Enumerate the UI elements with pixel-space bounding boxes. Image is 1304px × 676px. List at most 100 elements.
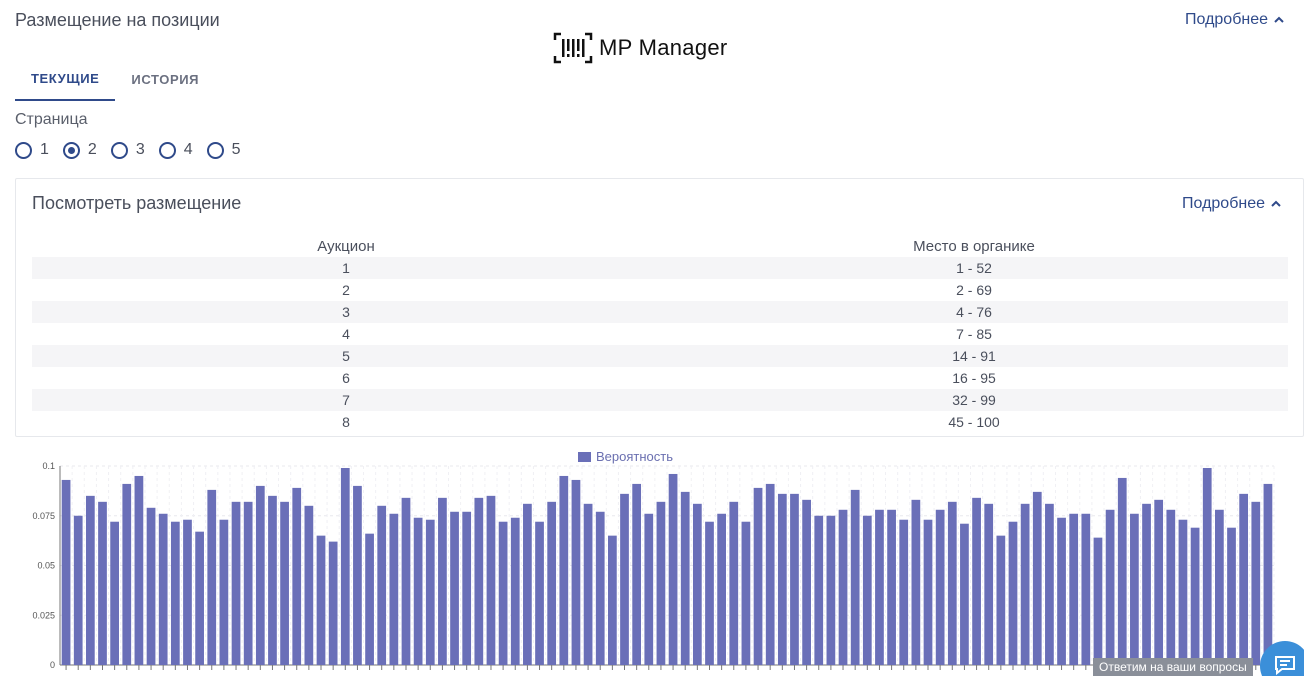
- chart-bar[interactable]: [1239, 493, 1249, 665]
- chart-bar[interactable]: [741, 521, 751, 665]
- chart-bar[interactable]: [1202, 467, 1212, 665]
- chart-bar[interactable]: [1214, 509, 1224, 665]
- chart-bar[interactable]: [280, 501, 289, 665]
- chart-bar[interactable]: [450, 511, 459, 665]
- help-chat-button[interactable]: [1260, 641, 1304, 676]
- chart-bar[interactable]: [535, 521, 544, 665]
- chart-bar[interactable]: [729, 501, 739, 665]
- chart-bar[interactable]: [1117, 477, 1127, 665]
- chart-bar[interactable]: [595, 511, 605, 665]
- chart-bar[interactable]: [268, 495, 277, 665]
- tab-current[interactable]: ТЕКУЩИЕ: [15, 58, 116, 101]
- chart-bar[interactable]: [1057, 517, 1066, 665]
- chart-bar[interactable]: [1045, 503, 1054, 665]
- page-radio-3[interactable]: 3: [110, 141, 145, 159]
- chart-bar[interactable]: [510, 517, 520, 665]
- chart-bar[interactable]: [122, 483, 132, 665]
- chart-bar[interactable]: [875, 509, 884, 665]
- chart-bar[interactable]: [183, 519, 192, 665]
- chart-bar[interactable]: [923, 519, 933, 665]
- chart-bar[interactable]: [802, 499, 811, 665]
- chart-bar[interactable]: [474, 497, 484, 665]
- chart-bar[interactable]: [547, 501, 557, 665]
- chart-bar[interactable]: [1081, 513, 1091, 665]
- chart-bar[interactable]: [304, 505, 314, 665]
- chart-bar[interactable]: [134, 475, 144, 665]
- chart-bar[interactable]: [790, 493, 799, 665]
- chart-bar[interactable]: [1166, 509, 1176, 665]
- chart-bar[interactable]: [911, 499, 921, 665]
- chart-bar[interactable]: [583, 503, 593, 665]
- chart-bar[interactable]: [620, 493, 629, 665]
- chart-bar[interactable]: [887, 509, 896, 665]
- page-radio-1[interactable]: 1: [15, 141, 49, 159]
- chart-bar[interactable]: [1069, 513, 1079, 665]
- chart-bar[interactable]: [644, 513, 654, 665]
- chart-bar[interactable]: [1227, 527, 1236, 665]
- chart-bar[interactable]: [814, 515, 824, 665]
- chart-bar[interactable]: [996, 535, 1006, 665]
- chart-legend[interactable]: Вероятность: [578, 449, 673, 464]
- chart-bar[interactable]: [255, 485, 265, 665]
- chart-bar[interactable]: [61, 479, 71, 665]
- chart-bar[interactable]: [692, 503, 702, 665]
- chart-bar[interactable]: [656, 501, 666, 665]
- chart-bar[interactable]: [1020, 503, 1030, 665]
- chart-bar[interactable]: [717, 513, 727, 665]
- chart-bar[interactable]: [1251, 501, 1261, 665]
- chart-bar[interactable]: [462, 511, 472, 665]
- chart-bar[interactable]: [668, 473, 678, 665]
- chart-bar[interactable]: [1178, 519, 1188, 665]
- chart-bar[interactable]: [328, 541, 338, 665]
- chart-bar[interactable]: [1142, 503, 1151, 665]
- chart-bar[interactable]: [960, 523, 969, 665]
- chart-bar[interactable]: [340, 467, 350, 665]
- chart-bar[interactable]: [401, 497, 411, 665]
- chart-bar[interactable]: [1130, 513, 1139, 665]
- chart-bar[interactable]: [353, 485, 362, 665]
- chart-bar[interactable]: [219, 519, 229, 665]
- chart-bar[interactable]: [207, 489, 217, 665]
- chart-bar[interactable]: [316, 535, 326, 665]
- chart-bar[interactable]: [680, 491, 690, 665]
- chart-bar[interactable]: [984, 503, 994, 665]
- chart-bar[interactable]: [899, 519, 909, 665]
- chart-bar[interactable]: [158, 513, 168, 665]
- details-toggle[interactable]: Подробнее: [1185, 11, 1284, 29]
- chart-bar[interactable]: [1093, 537, 1103, 665]
- chart-bar[interactable]: [292, 487, 302, 665]
- chart-bar[interactable]: [413, 517, 423, 665]
- chart-bar[interactable]: [607, 535, 617, 665]
- tab-history[interactable]: ИСТОРИЯ: [131, 72, 200, 87]
- chart-bar[interactable]: [705, 521, 714, 665]
- page-radio-2[interactable]: 2: [62, 141, 97, 159]
- chart-bar[interactable]: [389, 513, 399, 665]
- page-radio-5[interactable]: 5: [206, 141, 241, 159]
- chart-bar[interactable]: [1105, 509, 1115, 665]
- chart-bar[interactable]: [85, 495, 95, 665]
- chart-bar[interactable]: [1008, 521, 1018, 665]
- chart-bar[interactable]: [838, 509, 848, 665]
- chart-bar[interactable]: [1190, 527, 1200, 665]
- chart-bar[interactable]: [486, 495, 496, 665]
- chart-bar[interactable]: [425, 519, 435, 665]
- chart-bar[interactable]: [972, 497, 981, 665]
- chart-bar[interactable]: [98, 501, 107, 665]
- chart-bar[interactable]: [243, 501, 253, 665]
- chart-bar[interactable]: [1032, 491, 1042, 665]
- chart-bar[interactable]: [438, 497, 447, 665]
- chart-bar[interactable]: [826, 515, 836, 665]
- chart-bar[interactable]: [862, 515, 872, 665]
- chart-bar[interactable]: [498, 521, 508, 665]
- chart-bar[interactable]: [753, 487, 763, 665]
- chart-bar[interactable]: [231, 501, 241, 665]
- panel-details-toggle[interactable]: Подробнее: [1182, 195, 1281, 213]
- chart-bar[interactable]: [947, 501, 957, 665]
- chart-bar[interactable]: [73, 515, 83, 665]
- chart-bar[interactable]: [146, 507, 156, 665]
- chart-bar[interactable]: [850, 489, 860, 665]
- chart-bar[interactable]: [365, 533, 374, 665]
- chart-bar[interactable]: [777, 493, 787, 665]
- chart-bar[interactable]: [195, 531, 204, 665]
- page-radio-4[interactable]: 4: [158, 141, 193, 159]
